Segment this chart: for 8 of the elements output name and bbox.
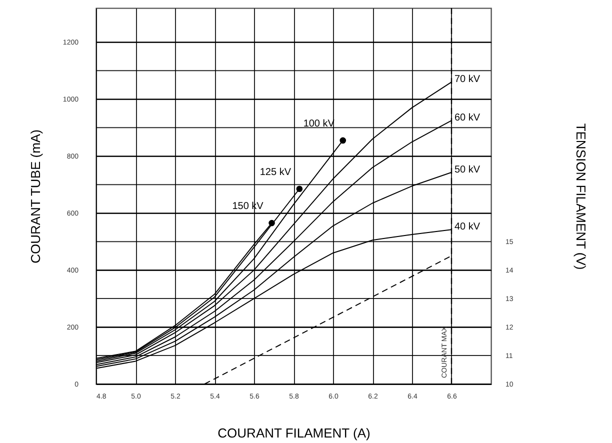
series-label: 40 kV <box>454 222 480 233</box>
x-axis-title: COURANT FILAMENT (A) <box>218 426 370 440</box>
y-axis-title: COURANT TUBE (mA) <box>28 130 43 264</box>
series-label: 70 kV <box>454 74 480 86</box>
series-label: 50 kV <box>454 164 480 176</box>
series-label: 60 kV <box>454 112 480 124</box>
series-label: 125 kV <box>260 166 292 178</box>
y2-axis-title: TENSION FILAMENT (V) <box>573 123 588 270</box>
